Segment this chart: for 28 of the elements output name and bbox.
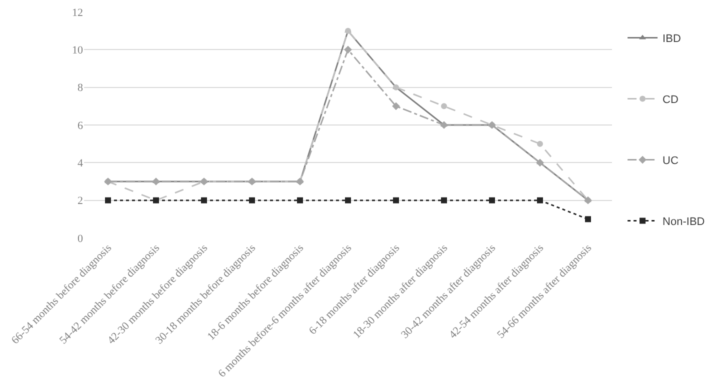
y-tick-label: 8: [78, 82, 84, 94]
point: [344, 46, 352, 54]
y-tick-label: 10: [72, 44, 84, 57]
legend-label: Non-IBD: [662, 216, 705, 228]
point: [152, 178, 160, 186]
point: [392, 102, 400, 110]
point: [585, 216, 591, 222]
point: [393, 197, 399, 204]
point: [537, 140, 543, 147]
y-tick-label: 6: [78, 120, 84, 132]
y-tick-label: 0: [78, 232, 84, 245]
y-tick-label: 4: [78, 158, 84, 170]
point: [105, 197, 111, 204]
point: [345, 197, 351, 204]
point: [249, 197, 255, 204]
point: [201, 197, 207, 204]
point: [440, 121, 448, 129]
point: [489, 197, 495, 204]
legend-label: UC: [662, 155, 679, 168]
point: [297, 197, 303, 204]
point: [441, 197, 447, 204]
y-tick-label: 12: [72, 6, 83, 19]
y-tick-label: 2: [78, 195, 83, 208]
legend-label: IBD: [662, 33, 681, 46]
point: [536, 158, 544, 167]
point: [537, 197, 543, 204]
legend-label: CD: [662, 94, 679, 106]
point: [441, 103, 447, 110]
